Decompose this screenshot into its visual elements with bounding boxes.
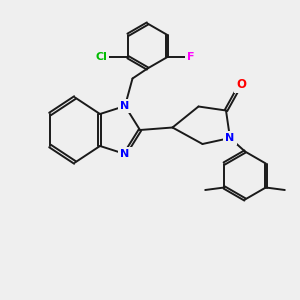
Text: N: N [120, 101, 130, 111]
Text: Cl: Cl [95, 52, 107, 62]
Text: F: F [187, 52, 195, 62]
Text: O: O [236, 78, 247, 91]
Text: N: N [120, 149, 130, 159]
Text: N: N [225, 133, 235, 143]
